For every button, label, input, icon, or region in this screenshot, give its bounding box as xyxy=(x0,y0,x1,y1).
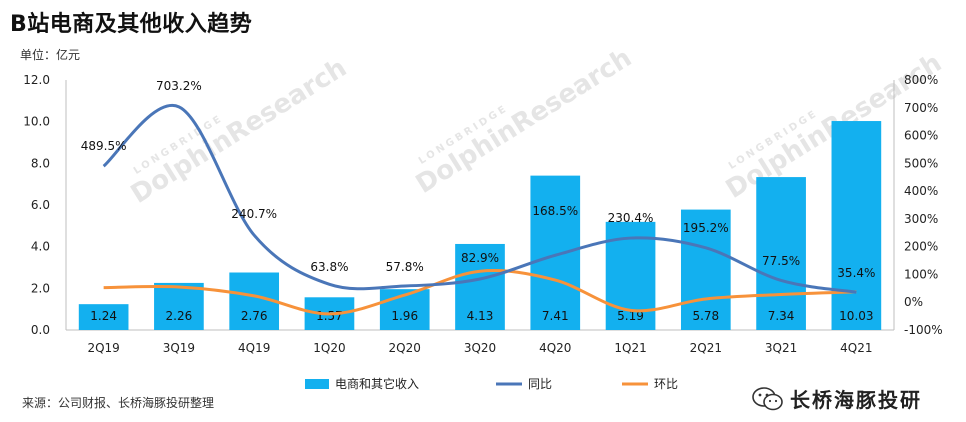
qoq-line xyxy=(103,269,857,316)
y-left-tick-label: 10.0 xyxy=(23,115,50,129)
wechat-icon xyxy=(752,386,783,410)
y-right-tick-label: 700% xyxy=(904,101,938,115)
legend-label: 同比 xyxy=(528,377,552,391)
x-tick-label: 3Q20 xyxy=(464,341,496,355)
unit-label: 单位：亿元 xyxy=(20,48,81,62)
brand-logo: 长桥海豚投研 xyxy=(752,384,922,413)
y-right-tick-label: -100% xyxy=(904,323,943,337)
bar-value-label: 10.03 xyxy=(839,309,873,323)
yoy-data-label: 703.2% xyxy=(156,79,202,93)
bar xyxy=(756,177,806,330)
bar-value-label: 1.96 xyxy=(391,309,418,323)
chart-title: B站电商及其他收入趋势 xyxy=(10,12,253,37)
bar xyxy=(831,121,882,331)
yoy-data-label: 489.5% xyxy=(81,139,127,153)
x-tick-label: 1Q20 xyxy=(313,341,345,355)
y-right-tick-label: 100% xyxy=(904,267,938,281)
y-left-tick-label: 4.0 xyxy=(31,240,50,254)
y-right-tick-label: 200% xyxy=(904,240,938,254)
bar xyxy=(530,175,581,330)
bar-value-label: 1.24 xyxy=(90,309,117,323)
x-tick-label: 4Q20 xyxy=(539,341,571,355)
y-left-tick-label: 8.0 xyxy=(31,156,50,170)
bar xyxy=(455,243,505,330)
bar-value-label: 5.19 xyxy=(617,309,644,323)
legend-swatch-bar xyxy=(305,379,329,389)
yoy-data-label: 195.2% xyxy=(683,221,729,235)
yoy-data-label: 77.5% xyxy=(762,254,800,268)
y-left-tick-label: 12.0 xyxy=(23,73,50,87)
y-right-tick-label: 300% xyxy=(904,212,938,226)
legend-label: 电商和其它收入 xyxy=(335,376,419,391)
y-right-tick-label: 800% xyxy=(904,73,938,87)
bar-value-label: 2.76 xyxy=(241,309,268,323)
x-tick-label: 4Q19 xyxy=(238,341,270,355)
yoy-data-label: 240.7% xyxy=(231,207,277,221)
y-right-tick-label: 600% xyxy=(904,129,938,143)
bar-value-label: 5.78 xyxy=(692,309,719,323)
yoy-data-label: 168.5% xyxy=(532,204,578,218)
x-tick-label: 3Q21 xyxy=(765,341,797,355)
bar-value-label: 7.41 xyxy=(542,309,569,323)
x-tick-label: 2Q19 xyxy=(87,341,119,355)
yoy-data-label: 63.8% xyxy=(310,260,348,274)
source-note: 来源：公司财报、长桥海豚投研整理 xyxy=(22,396,215,410)
bar-value-label: 4.13 xyxy=(467,309,494,323)
bar-value-label: 1.57 xyxy=(316,309,343,323)
bar-value-label: 2.26 xyxy=(166,309,193,323)
bar xyxy=(78,304,129,330)
bar xyxy=(154,282,204,330)
y-left-tick-label: 6.0 xyxy=(31,198,50,212)
yoy-data-label: 35.4% xyxy=(837,266,875,280)
y-left-tick-label: 0.0 xyxy=(31,323,50,337)
yoy-data-label: 82.9% xyxy=(461,251,499,265)
yoy-data-label: 230.4% xyxy=(608,211,654,225)
bar-value-label: 7.34 xyxy=(768,309,795,323)
bar xyxy=(680,209,731,330)
y-right-tick-label: 400% xyxy=(904,184,938,198)
yoy-data-label: 57.8% xyxy=(386,260,424,274)
y-right-tick-label: 0% xyxy=(904,295,923,309)
x-tick-label: 2Q21 xyxy=(690,341,722,355)
yoy-line xyxy=(102,103,857,294)
x-tick-label: 2Q20 xyxy=(389,341,421,355)
x-tick-label: 3Q19 xyxy=(163,341,195,355)
x-tick-label: 4Q21 xyxy=(840,341,872,355)
x-tick-label: 1Q21 xyxy=(614,341,646,355)
brand-name: 长桥海豚投研 xyxy=(790,388,922,412)
legend-label: 环比 xyxy=(654,377,678,391)
y-left-tick-label: 2.0 xyxy=(31,281,50,295)
y-right-tick-label: 500% xyxy=(904,156,938,170)
